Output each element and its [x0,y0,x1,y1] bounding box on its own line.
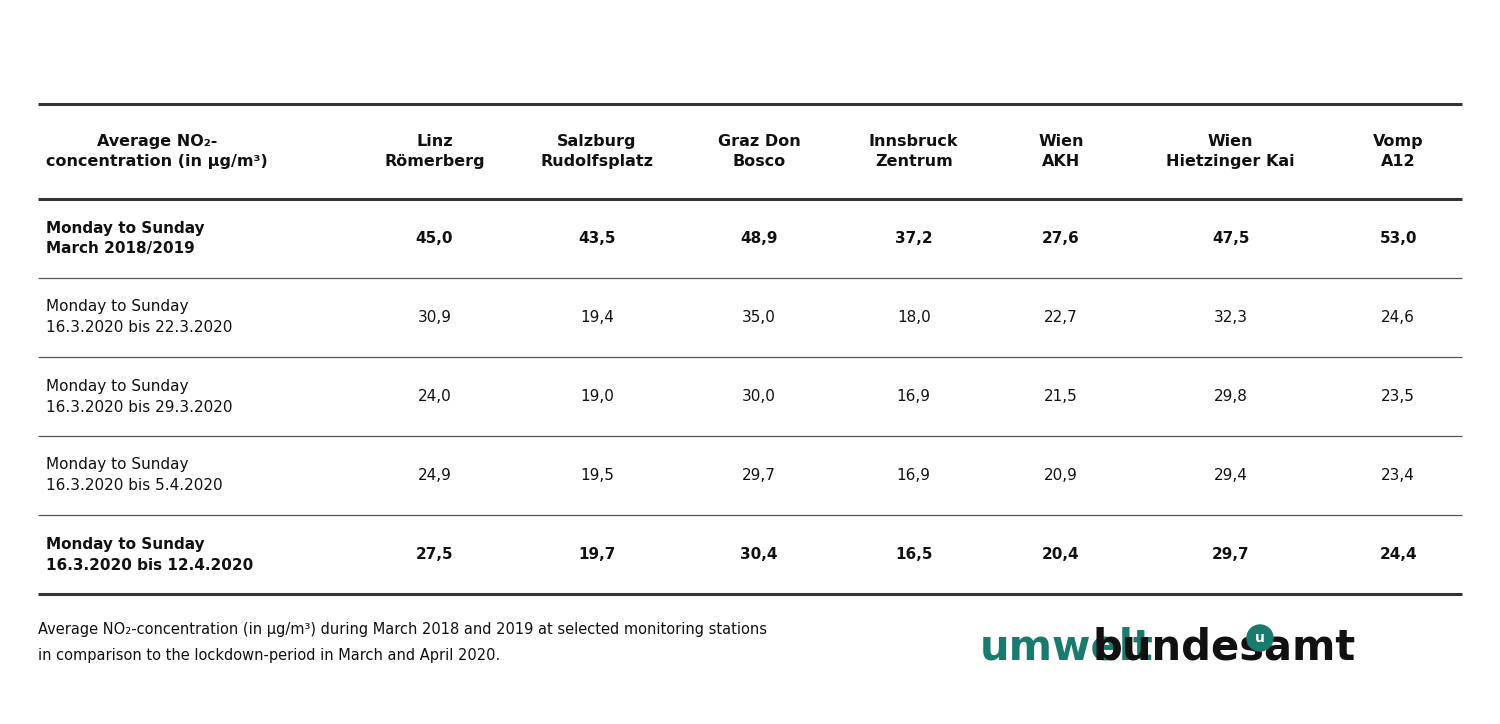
Text: Monday to Sunday
16.3.2020 bis 5.4.2020: Monday to Sunday 16.3.2020 bis 5.4.2020 [46,458,222,494]
Text: in comparison to the lockdown-period in March and April 2020.: in comparison to the lockdown-period in … [38,648,500,663]
Text: 20,9: 20,9 [1044,468,1078,483]
Text: 30,4: 30,4 [741,547,778,562]
Text: Monday to Sunday
16.3.2020 bis 29.3.2020: Monday to Sunday 16.3.2020 bis 29.3.2020 [46,379,232,415]
Text: 21,5: 21,5 [1044,389,1078,404]
Text: u: u [1256,631,1264,645]
Text: 43,5: 43,5 [578,231,615,246]
Text: Average NO₂-
concentration (in µg/m³): Average NO₂- concentration (in µg/m³) [46,134,267,169]
Text: 24,0: 24,0 [417,389,452,404]
Text: 29,7: 29,7 [1212,547,1249,562]
Text: 18,0: 18,0 [897,310,930,325]
Text: 19,7: 19,7 [578,547,615,562]
Text: umwelt: umwelt [980,627,1154,669]
Text: 16,9: 16,9 [897,389,930,404]
Text: 24,4: 24,4 [1380,547,1417,562]
Text: 23,5: 23,5 [1382,389,1414,404]
Text: Monday to Sunday
March 2018/2019: Monday to Sunday March 2018/2019 [46,221,204,256]
Text: Monday to Sunday
16.3.2020 bis 22.3.2020: Monday to Sunday 16.3.2020 bis 22.3.2020 [46,300,232,335]
Text: 53,0: 53,0 [1380,231,1417,246]
Text: 48,9: 48,9 [741,231,778,246]
Text: Wien
AKH: Wien AKH [1038,134,1083,169]
Text: 23,4: 23,4 [1382,468,1414,483]
Text: 29,7: 29,7 [742,468,776,483]
Text: 29,4: 29,4 [1214,468,1248,483]
Circle shape [1246,625,1274,651]
Text: Average NO₂-concentration (in µg/m³) during March 2018 and 2019 at selected moni: Average NO₂-concentration (in µg/m³) dur… [38,622,766,637]
Text: 27,5: 27,5 [416,547,453,562]
Text: Wien
Hietzinger Kai: Wien Hietzinger Kai [1167,134,1294,169]
Text: 37,2: 37,2 [896,231,933,246]
Text: Vomp
A12: Vomp A12 [1372,134,1423,169]
Text: 19,0: 19,0 [580,389,614,404]
Text: Monday to Sunday
16.3.2020 bis 12.4.2020: Monday to Sunday 16.3.2020 bis 12.4.2020 [46,536,254,573]
Text: 24,6: 24,6 [1382,310,1414,325]
Text: 16,5: 16,5 [896,547,933,562]
Text: bundesamt: bundesamt [1092,627,1356,669]
Text: 45,0: 45,0 [416,231,453,246]
Text: 20,4: 20,4 [1042,547,1080,562]
Text: 22,7: 22,7 [1044,310,1078,325]
Text: 24,9: 24,9 [417,468,452,483]
Text: Graz Don
Bosco: Graz Don Bosco [717,134,801,169]
Text: 29,8: 29,8 [1214,389,1248,404]
Text: 16,9: 16,9 [897,468,930,483]
Text: 27,6: 27,6 [1042,231,1080,246]
Text: Innsbruck
Zentrum: Innsbruck Zentrum [868,134,958,169]
Text: Salzburg
Rudolfsplatz: Salzburg Rudolfsplatz [540,134,654,169]
Text: 30,0: 30,0 [742,389,776,404]
Text: Linz
Römerberg: Linz Römerberg [384,134,484,169]
Text: 19,5: 19,5 [580,468,614,483]
Text: 32,3: 32,3 [1214,310,1248,325]
Text: 19,4: 19,4 [580,310,614,325]
Text: 30,9: 30,9 [417,310,452,325]
Text: 47,5: 47,5 [1212,231,1249,246]
Text: 35,0: 35,0 [742,310,776,325]
